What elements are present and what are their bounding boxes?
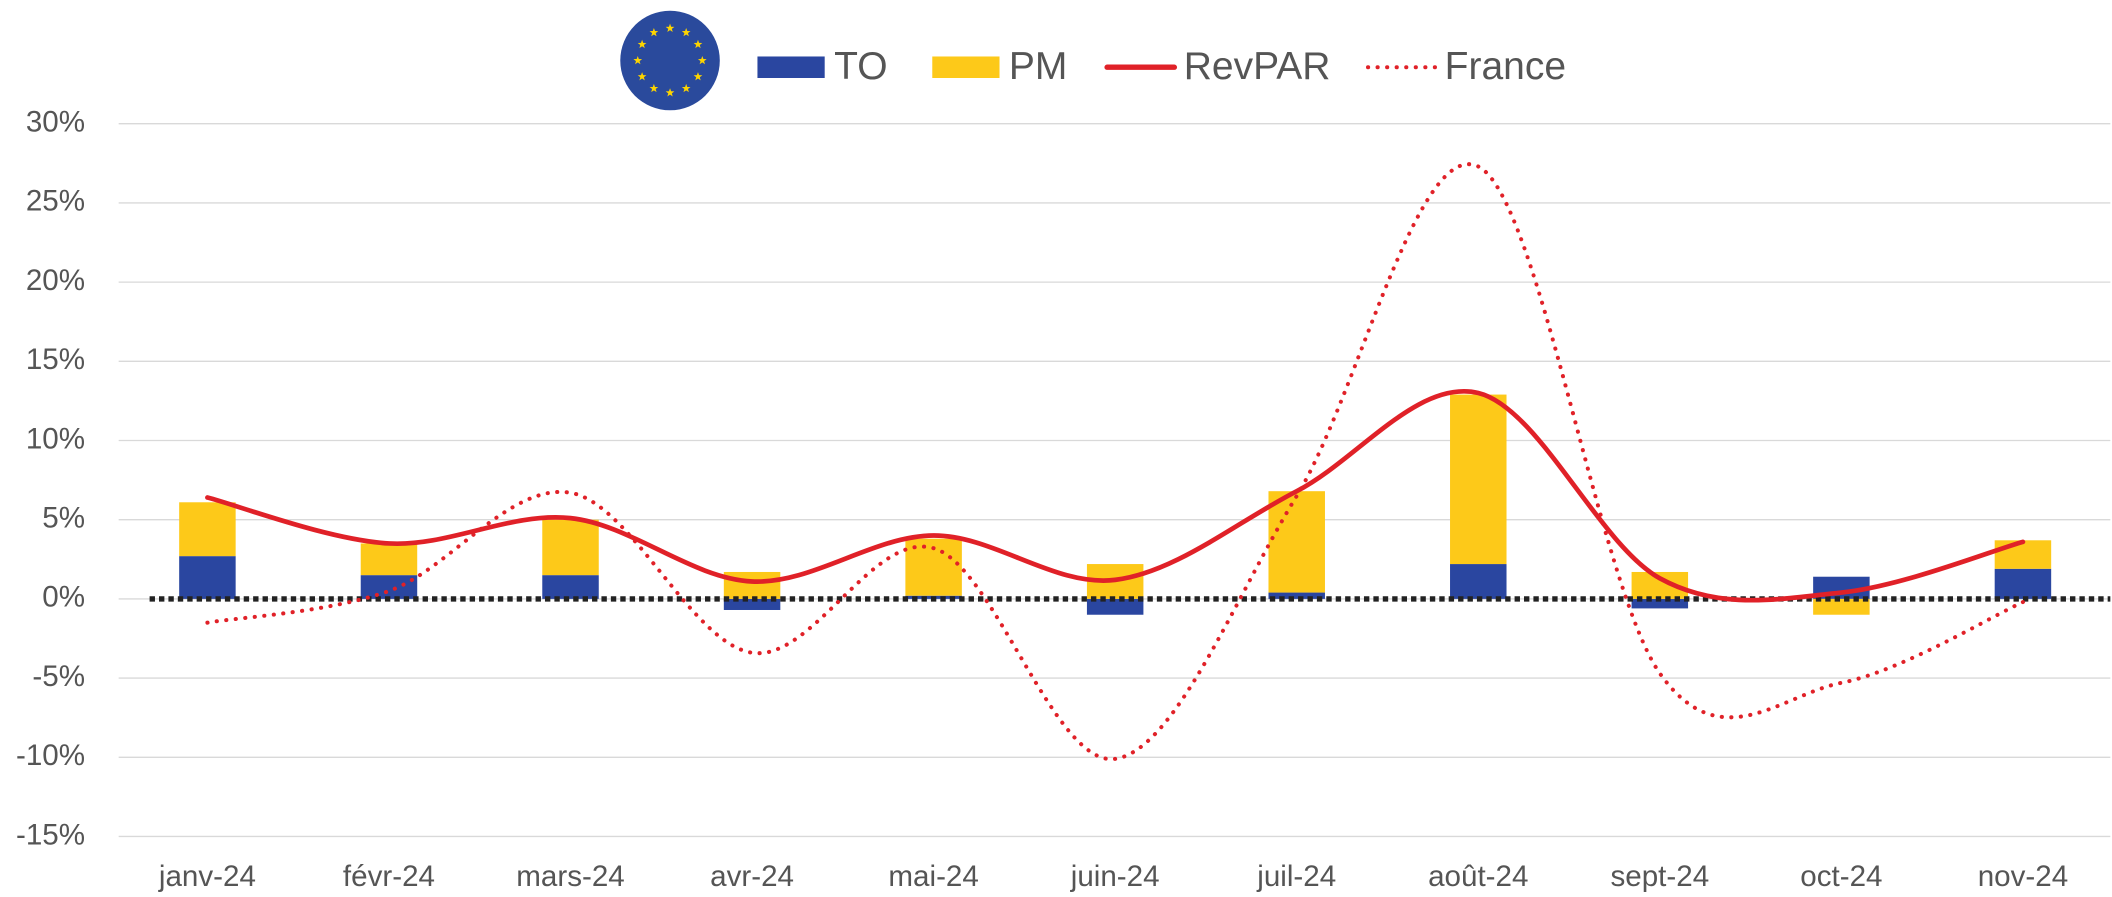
bar [1994, 540, 2052, 569]
bar [1086, 598, 1144, 615]
bar [1631, 598, 1689, 609]
bar [542, 519, 599, 576]
bar [542, 575, 599, 599]
x-tick-label: août-24 [1428, 860, 1528, 893]
flag-star [681, 27, 691, 37]
bar [179, 556, 236, 599]
y-tick-label: 0% [42, 581, 85, 614]
eu-flag [620, 10, 720, 111]
flag-star [681, 83, 691, 93]
legend-label: France [1445, 45, 1566, 88]
y-tick-label: 20% [26, 264, 85, 297]
flag-star [637, 72, 647, 81]
x-tick-label: nov-24 [1978, 860, 2068, 893]
bar [360, 543, 418, 576]
flag-star [697, 55, 707, 65]
y-tick-label: 30% [26, 106, 85, 139]
bar [1450, 394, 1507, 565]
flag-star [693, 72, 703, 81]
x-tick-label: janv-24 [158, 860, 256, 893]
flag-star [637, 39, 647, 49]
x-tick-label: avr-24 [710, 860, 794, 893]
legend-swatch [932, 56, 1000, 78]
y-tick-label: 5% [42, 502, 85, 535]
y-tick-label: 10% [26, 422, 85, 455]
legend-swatch [757, 56, 825, 78]
y-tick-label: -10% [16, 739, 85, 772]
x-tick-label: juil-24 [1256, 860, 1336, 893]
bar [1450, 564, 1507, 599]
x-tick-label: oct-24 [1800, 860, 1882, 893]
legend-label: PM [1009, 45, 1068, 88]
x-tick-label: sept-24 [1610, 860, 1709, 893]
x-tick-label: juin-24 [1070, 860, 1160, 893]
y-tick-label: 25% [26, 185, 85, 218]
bar [723, 571, 781, 599]
bar [1268, 491, 1325, 593]
x-tick-label: févr-24 [343, 860, 435, 893]
y-tick-label: 15% [26, 343, 85, 376]
flag-star [693, 39, 703, 49]
line-series [205, 389, 2026, 603]
bar [723, 598, 781, 610]
bar [360, 575, 418, 599]
bar [1268, 592, 1325, 599]
flag-star [665, 88, 675, 97]
flag-star [649, 83, 659, 93]
legend-label: TO [834, 45, 887, 88]
y-tick-label: -5% [32, 660, 85, 693]
x-tick-label: mai-24 [888, 860, 978, 893]
flag-star [665, 23, 675, 32]
bar [1994, 568, 2052, 599]
legend-label: RevPAR [1184, 45, 1331, 88]
y-tick-label: -15% [16, 818, 85, 851]
bar [179, 502, 236, 557]
flag-star [649, 27, 659, 37]
x-tick-label: mars-24 [516, 860, 624, 893]
flag-star [633, 55, 643, 65]
line-series [205, 162, 2025, 761]
bar [1813, 598, 1870, 615]
